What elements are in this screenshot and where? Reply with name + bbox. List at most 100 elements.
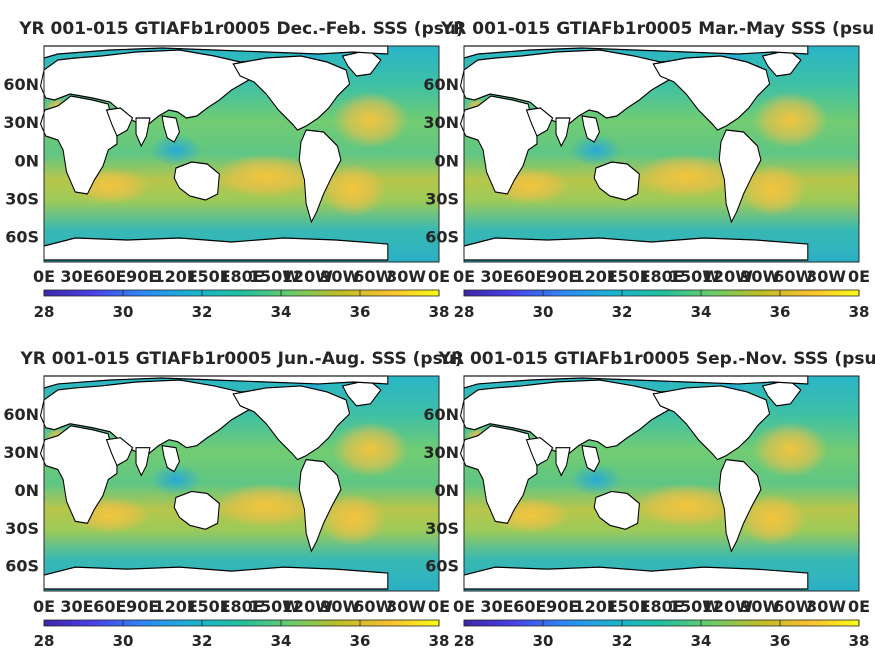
panel-title: YR 001-015 GTIAFb1r0005 Mar.-May SSS (ps… [440, 19, 875, 39]
lat-tick-label: 60N [3, 405, 39, 424]
lon-tick-label: 90E [126, 267, 159, 286]
colorbar-tick-label: 28 [454, 632, 475, 650]
lat-tick-label: 30N [3, 443, 39, 462]
colorbar-tick-label: 38 [429, 303, 450, 321]
lon-tick-label: 180E [639, 597, 683, 616]
colorbar-tick-label: 34 [691, 303, 712, 321]
lon-tick-label: 180E [219, 267, 263, 286]
lat-tick-label: 0N [434, 481, 459, 500]
colorbar-tick-label: 34 [271, 632, 292, 650]
lon-tick-label: 120W [702, 597, 753, 616]
colorbar-tick-label: 36 [350, 632, 371, 650]
lat-tick-label: 30S [425, 189, 459, 208]
colorbar-tick-label: 28 [34, 303, 55, 321]
lon-tick-label: 30E [480, 267, 513, 286]
lat-tick-label: 0N [434, 151, 459, 170]
lon-tick-label: 30W [806, 267, 846, 286]
lon-tick-label: 120E [154, 597, 198, 616]
panel-title: YR 001-015 GTIAFb1r0005 Dec.-Feb. SSS (p… [18, 19, 464, 39]
lat-tick-label: 30S [5, 519, 39, 538]
panel-title: YR 001-015 GTIAFb1r0005 Jun.-Aug. SSS (p… [19, 349, 462, 369]
colorbar-tick-label: 28 [454, 303, 475, 321]
lat-tick-label: 0N [14, 151, 39, 170]
lat-tick-label: 30S [425, 519, 459, 538]
lat-tick-label: 60S [5, 228, 39, 247]
lat-tick-label: 30S [5, 189, 39, 208]
lon-tick-label: 60W [773, 267, 813, 286]
lon-tick-label: 60W [353, 597, 393, 616]
lon-tick-label: 150E [606, 267, 650, 286]
lat-tick-label: 60S [425, 557, 459, 576]
lon-tick-label: 30W [806, 597, 846, 616]
lon-tick-label: 60E [513, 267, 546, 286]
colorbar [463, 619, 860, 627]
lat-tick-label: 30N [423, 443, 459, 462]
lon-tick-label: 120E [574, 267, 618, 286]
lon-tick-label: 90W [740, 597, 780, 616]
colorbar-tick-label: 34 [691, 632, 712, 650]
colorbar-tick-label: 38 [429, 632, 450, 650]
colorbar-tick-label: 32 [192, 632, 213, 650]
lon-tick-label: 120E [154, 267, 198, 286]
lon-tick-label: 90W [320, 597, 360, 616]
lon-tick-label: 60W [353, 267, 393, 286]
lon-tick-label: 120E [574, 597, 618, 616]
lon-tick-label: 0E [453, 597, 475, 616]
colorbar [43, 289, 440, 297]
lon-tick-label: 90E [126, 597, 159, 616]
lon-tick-label: 120W [282, 267, 333, 286]
map-panel-1: YR 001-015 GTIAFb1r0005 Dec.-Feb. SSS (p… [3, 19, 463, 321]
colorbar-tick-label: 32 [612, 632, 633, 650]
lon-tick-label: 60E [513, 597, 546, 616]
colorbar-tick-label: 30 [533, 632, 554, 650]
lon-tick-label: 0E [428, 267, 450, 286]
lon-tick-label: 0E [33, 597, 55, 616]
colorbar-tick-label: 38 [849, 303, 870, 321]
lon-tick-label: 0E [453, 267, 475, 286]
lon-tick-label: 0E [848, 597, 870, 616]
lon-tick-label: 60E [93, 597, 126, 616]
lon-tick-label: 0E [428, 597, 450, 616]
colorbar-tick-label: 30 [113, 632, 134, 650]
lat-tick-label: 30N [423, 113, 459, 132]
colorbar-tick-label: 32 [612, 303, 633, 321]
lat-tick-label: 30N [3, 113, 39, 132]
lon-tick-label: 0E [848, 267, 870, 286]
map-frame [43, 375, 440, 592]
lon-tick-label: 90W [740, 267, 780, 286]
colorbar-tick-label: 36 [350, 303, 371, 321]
lon-tick-label: 60E [93, 267, 126, 286]
colorbar-tick-label: 30 [113, 303, 134, 321]
map-frame [43, 45, 440, 263]
colorbar [43, 619, 440, 627]
colorbar-tick-label: 38 [849, 632, 870, 650]
lon-tick-label: 30E [480, 597, 513, 616]
colorbar-tick-label: 30 [533, 303, 554, 321]
lon-tick-label: 150E [606, 597, 650, 616]
lon-tick-label: 90W [320, 267, 360, 286]
lat-tick-label: 60N [423, 405, 459, 424]
map-panel-2: YR 001-015 GTIAFb1r0005 Mar.-May SSS (ps… [423, 19, 875, 321]
lon-tick-label: 150E [186, 267, 230, 286]
lat-tick-label: 0N [14, 481, 39, 500]
colorbar-tick-label: 36 [770, 303, 791, 321]
lon-tick-label: 30W [386, 597, 426, 616]
colorbar-tick-label: 28 [34, 632, 55, 650]
colorbar-tick-label: 32 [192, 303, 213, 321]
lon-tick-label: 150W [249, 267, 300, 286]
lon-tick-label: 120W [702, 267, 753, 286]
lon-tick-label: 60W [773, 597, 813, 616]
lat-tick-label: 60S [5, 557, 39, 576]
lon-tick-label: 150E [186, 597, 230, 616]
lon-tick-label: 90E [546, 597, 579, 616]
lon-tick-label: 180E [219, 597, 263, 616]
lat-tick-label: 60S [425, 228, 459, 247]
lon-tick-label: 0E [33, 267, 55, 286]
colorbar-tick-label: 34 [271, 303, 292, 321]
lon-tick-label: 180E [639, 267, 683, 286]
map-panel-4: YR 001-015 GTIAFb1r0005 Sep.-Nov. SSS (p… [423, 349, 875, 650]
colorbar-tick-label: 36 [770, 632, 791, 650]
map-frame [463, 375, 860, 592]
lon-tick-label: 150W [249, 597, 300, 616]
